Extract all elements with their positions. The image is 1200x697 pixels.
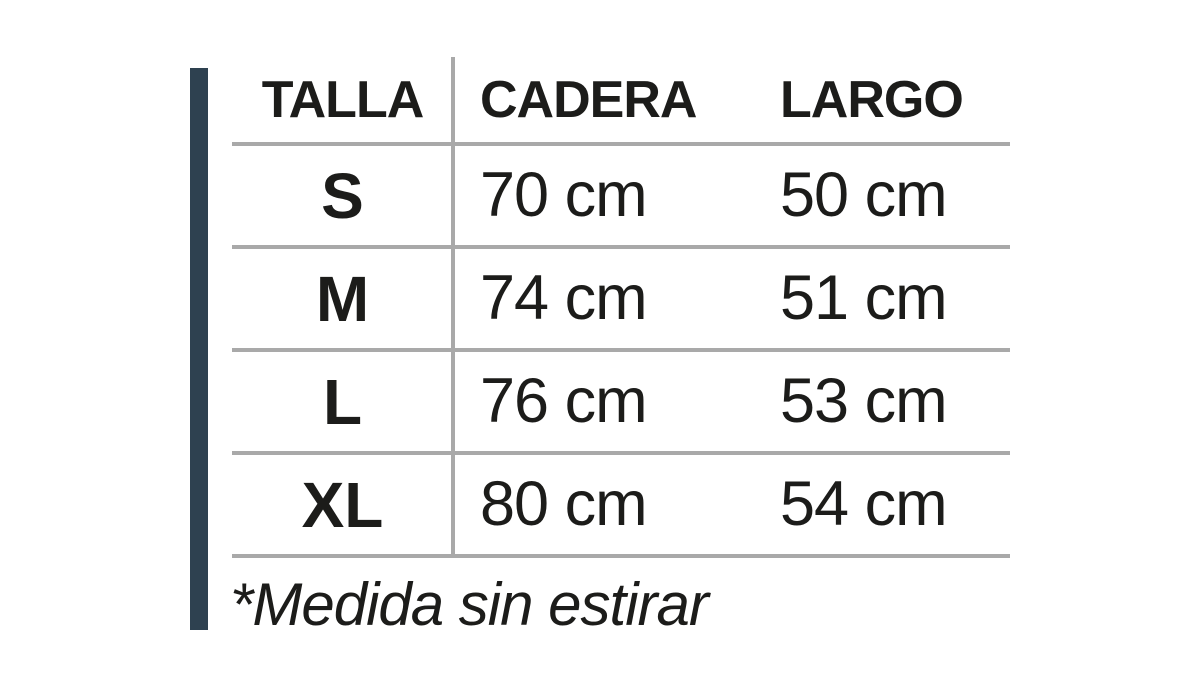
- largo-value: 53 cm: [780, 366, 948, 436]
- table-row-m: M 74 cm 51 cm: [232, 245, 1010, 348]
- size-label: L: [322, 365, 363, 438]
- cadera-value: 74 cm: [480, 263, 648, 333]
- largo-value: 54 cm: [780, 469, 948, 539]
- footnote: *Medida sin estirar: [230, 571, 709, 638]
- size-label: XL: [301, 468, 384, 541]
- largo-value: 51 cm: [780, 263, 948, 333]
- column-divider: [451, 57, 455, 558]
- column-header-talla: TALLA: [261, 70, 425, 129]
- largo-value: 50 cm: [780, 160, 948, 230]
- column-header-largo: LARGO: [780, 70, 964, 129]
- size-label: M: [315, 262, 370, 335]
- table-row-xl: XL 80 cm 54 cm: [232, 451, 1010, 554]
- table-row-l: L 76 cm 53 cm: [232, 348, 1010, 451]
- column-header-cadera: CADERA: [480, 70, 697, 129]
- accent-bar: [190, 68, 208, 630]
- cadera-value: 76 cm: [480, 366, 648, 436]
- table-header-row: TALLA CADERA LARGO: [232, 57, 1010, 142]
- size-table: TALLA CADERA LARGO S 70 cm 50 cm M 74 cm…: [232, 57, 1010, 558]
- size-label: S: [321, 159, 364, 232]
- table-row-s: S 70 cm 50 cm: [232, 142, 1010, 245]
- cadera-value: 70 cm: [480, 160, 648, 230]
- cadera-value: 80 cm: [480, 469, 648, 539]
